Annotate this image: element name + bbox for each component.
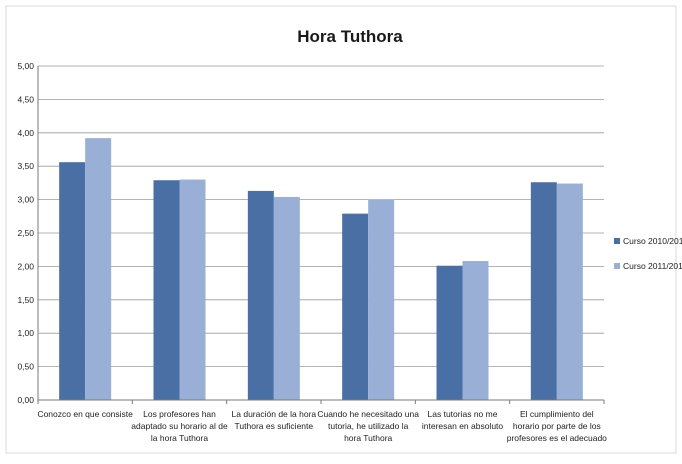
y-tick-label: 3,00 — [17, 195, 34, 205]
y-tick-label: 2,50 — [17, 228, 34, 238]
y-tick-label: 4,00 — [17, 128, 34, 138]
bar — [556, 183, 583, 400]
legend-swatch — [614, 263, 620, 269]
x-axis-categories: Conozco en que consiste Los profesores ha… — [37, 409, 607, 443]
bar — [247, 190, 274, 400]
x-category-label: Las tutorias no me interesan en absoluto — [422, 409, 504, 431]
x-category-label-line: La duración de la hora — [232, 409, 317, 419]
x-category-label: La duración de la hora Tuthora es suficie… — [232, 409, 317, 431]
y-axis-ticks: 0,00 0,50 1,00 1,50 2,00 2,50 3,00 3,50 4,00 4,50… — [17, 61, 34, 405]
bar — [85, 138, 112, 401]
bar — [342, 213, 369, 400]
bar — [59, 162, 86, 400]
bar — [530, 182, 557, 400]
y-tick-label: 5,00 — [17, 61, 34, 71]
y-tick-label: 1,00 — [17, 328, 34, 338]
bar — [179, 179, 206, 400]
x-category-label-line: hora Tuthora — [344, 433, 392, 443]
x-category-label-line: Conozco en que consiste — [37, 409, 133, 419]
y-tick-label: 4,50 — [17, 94, 34, 104]
bar — [273, 196, 300, 400]
x-category-label: Conozco en que consiste — [37, 409, 133, 419]
x-category-label: El cumplimiento del horario por parte de … — [507, 409, 607, 443]
x-category-label-line: la hora Tuthora — [151, 433, 208, 443]
x-category-label-line: tutoria, he utilizado la — [328, 421, 409, 431]
y-tick-label: 0,50 — [17, 362, 34, 372]
x-category-label-line: interesan en absoluto — [422, 421, 504, 431]
axes — [37, 66, 605, 404]
x-category-label-line: Cuando he necesitado una — [317, 409, 419, 419]
x-category-label-line: Los profesores han — [143, 409, 216, 419]
x-category-label: Cuando he necesitado una tutoria, he util… — [317, 409, 419, 443]
legend-swatch — [614, 238, 620, 244]
legend-label: Curso 2010/2011 — [623, 236, 682, 246]
bar — [462, 261, 489, 400]
bars — [59, 138, 583, 401]
x-category-label-line: Las tutorias no me — [428, 409, 498, 419]
y-tick-label: 3,50 — [17, 161, 34, 171]
x-category-label-line: El cumplimiento del — [520, 409, 594, 419]
x-category-label-line: adaptado su horario al de — [131, 421, 228, 431]
legend: Curso 2010/2011 Curso 2011/2012 — [614, 236, 682, 271]
x-category-label-line: horario por parte de los — [513, 421, 601, 431]
y-tick-label: 0,00 — [17, 395, 34, 405]
bar — [368, 199, 395, 400]
bar — [436, 265, 463, 400]
y-tick-label: 1,50 — [17, 295, 34, 305]
y-tick-label: 2,00 — [17, 261, 34, 271]
gridlines — [38, 65, 604, 368]
x-category-label-line: profesores es el adecuado — [507, 433, 607, 443]
bar — [153, 180, 180, 400]
legend-label: Curso 2011/2012 — [623, 261, 682, 271]
chart-title: Hora Tuthora — [297, 27, 403, 46]
x-category-label: Los profesores han adaptado su horario al… — [131, 409, 228, 443]
x-category-label-line: Tuthora es suficiente — [235, 421, 314, 431]
